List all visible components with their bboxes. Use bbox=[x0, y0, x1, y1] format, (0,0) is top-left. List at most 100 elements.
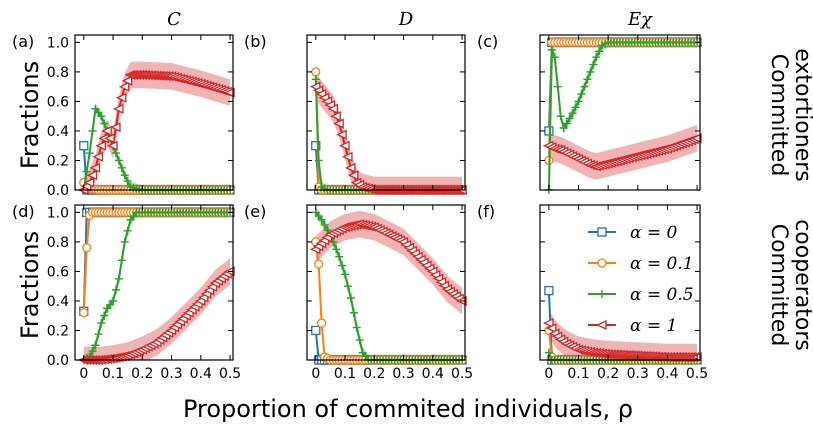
band-a-0 bbox=[83, 140, 231, 190]
x-tick-label: 0.2 bbox=[363, 366, 385, 382]
point-e-2 bbox=[320, 220, 329, 229]
point-a-2 bbox=[88, 126, 97, 135]
y-tick-label: 1.0 bbox=[47, 205, 69, 221]
band-e-3 bbox=[315, 210, 463, 315]
panel-a: 0.0 0.2 0.4 0.6 0.8 1.0 (a) bbox=[12, 32, 235, 199]
point-e-2 bbox=[349, 308, 358, 317]
y-tick-label: 0.8 bbox=[47, 235, 69, 251]
band-e-0 bbox=[315, 325, 463, 360]
point-e-2 bbox=[317, 215, 326, 224]
y-tick-label: 0.4 bbox=[47, 124, 69, 140]
point-c-2 bbox=[568, 109, 577, 118]
point-a-3 bbox=[121, 75, 133, 86]
band-b-3 bbox=[315, 73, 463, 190]
point-a-3 bbox=[83, 177, 95, 188]
axes-frame bbox=[306, 34, 466, 191]
point-c-2 bbox=[592, 53, 601, 62]
point-e-2 bbox=[355, 336, 364, 345]
point-e-2 bbox=[323, 226, 332, 235]
point-b-3 bbox=[347, 170, 359, 181]
point-c-2 bbox=[577, 90, 586, 99]
point-b-3 bbox=[344, 162, 356, 173]
point-b-3 bbox=[327, 103, 338, 114]
point-b-3 bbox=[341, 151, 353, 162]
panel-label: (b) bbox=[244, 32, 267, 51]
y-tick-label: 0.8 bbox=[47, 65, 69, 81]
point-d-2 bbox=[91, 341, 100, 350]
point-a-2 bbox=[123, 177, 132, 186]
legend-label: α = 0.5 bbox=[630, 285, 694, 305]
point-e-2 bbox=[329, 237, 338, 246]
point-e-1 bbox=[314, 259, 324, 269]
band-c-3 bbox=[548, 125, 697, 180]
column-title-echi: Eχ bbox=[627, 9, 653, 30]
panel-b: (b) bbox=[244, 32, 467, 196]
point-d-2 bbox=[114, 274, 123, 283]
point-a-0 bbox=[79, 141, 89, 151]
y-axis-label-bottom: Fractions bbox=[16, 231, 44, 339]
point-d-2 bbox=[100, 311, 109, 320]
point-a-3 bbox=[89, 162, 101, 173]
y-tick-label: 0.0 bbox=[47, 353, 69, 369]
point-c-2 bbox=[589, 60, 598, 69]
point-c-2 bbox=[571, 103, 580, 112]
point-d-2 bbox=[120, 237, 129, 246]
x-tick-label: 0 bbox=[311, 366, 320, 382]
x-tick-label: 0.4 bbox=[190, 366, 212, 382]
x-tick-label: 0 bbox=[544, 366, 553, 382]
row-label-bottom-line2: cooperators bbox=[790, 219, 813, 351]
panel-f: 0 0.1 0.2 0.3 0.4 0.5 (f) bbox=[477, 202, 708, 382]
point-f-3 bbox=[542, 318, 554, 329]
point-c-2 bbox=[574, 97, 583, 106]
y-tick-label: 0.2 bbox=[47, 153, 69, 169]
point-a-2 bbox=[82, 167, 91, 176]
point-d-2 bbox=[97, 319, 106, 328]
x-tick-label: 0.1 bbox=[334, 366, 356, 382]
y-tick-label: 0.6 bbox=[47, 94, 69, 110]
panel-label: (e) bbox=[244, 202, 266, 221]
x-tick-label: 0.4 bbox=[422, 366, 444, 382]
x-axis-label: Proportion of commited individuals, ρ bbox=[183, 395, 633, 423]
point-d-2 bbox=[94, 330, 103, 339]
point-b-3 bbox=[339, 140, 350, 151]
x-tick-label: 0.2 bbox=[597, 366, 619, 382]
y-tick-label: 1.0 bbox=[47, 35, 69, 51]
point-a-3 bbox=[92, 151, 104, 162]
x-tick-label: 0.5 bbox=[686, 366, 708, 382]
column-title-d: D bbox=[398, 9, 414, 30]
panel-label: (c) bbox=[477, 32, 498, 51]
panel-c: (c) bbox=[477, 32, 702, 194]
point-c-2 bbox=[556, 112, 565, 121]
axes-frame bbox=[539, 34, 701, 191]
series-line-e-1 bbox=[314, 241, 463, 361]
point-a-3 bbox=[104, 133, 115, 144]
legend-marker bbox=[598, 290, 606, 298]
point-a-2 bbox=[114, 156, 123, 165]
point-e-2 bbox=[346, 294, 355, 302]
point-e-2 bbox=[335, 252, 344, 261]
point-b-3 bbox=[333, 118, 344, 129]
point-e-1 bbox=[316, 318, 327, 328]
x-tick-label: 0.3 bbox=[627, 366, 649, 382]
point-b-2 bbox=[311, 75, 320, 84]
point-a-3 bbox=[101, 125, 112, 136]
point-c-2 bbox=[583, 75, 592, 84]
point-c-2 bbox=[580, 82, 589, 91]
point-a-2 bbox=[100, 119, 109, 128]
point-b-2 bbox=[314, 156, 323, 165]
legend-marker bbox=[595, 319, 607, 331]
point-a-3 bbox=[224, 87, 235, 98]
point-a-3 bbox=[118, 81, 130, 92]
point-a-3 bbox=[107, 140, 118, 151]
series-line-a-0 bbox=[82, 145, 231, 191]
point-d-2 bbox=[109, 296, 118, 305]
point-b-3 bbox=[336, 129, 347, 140]
row-label-top-line2: extortioners bbox=[790, 48, 813, 181]
panel-e: 0 0.1 0.2 0.3 0.4 0.5 (e) bbox=[244, 202, 473, 382]
legend-label: α = 1 bbox=[630, 316, 677, 336]
band-c-0 bbox=[548, 37, 697, 137]
x-tick-label: 0.3 bbox=[160, 366, 182, 382]
point-c-2 bbox=[547, 45, 556, 54]
point-a-3 bbox=[95, 140, 106, 151]
